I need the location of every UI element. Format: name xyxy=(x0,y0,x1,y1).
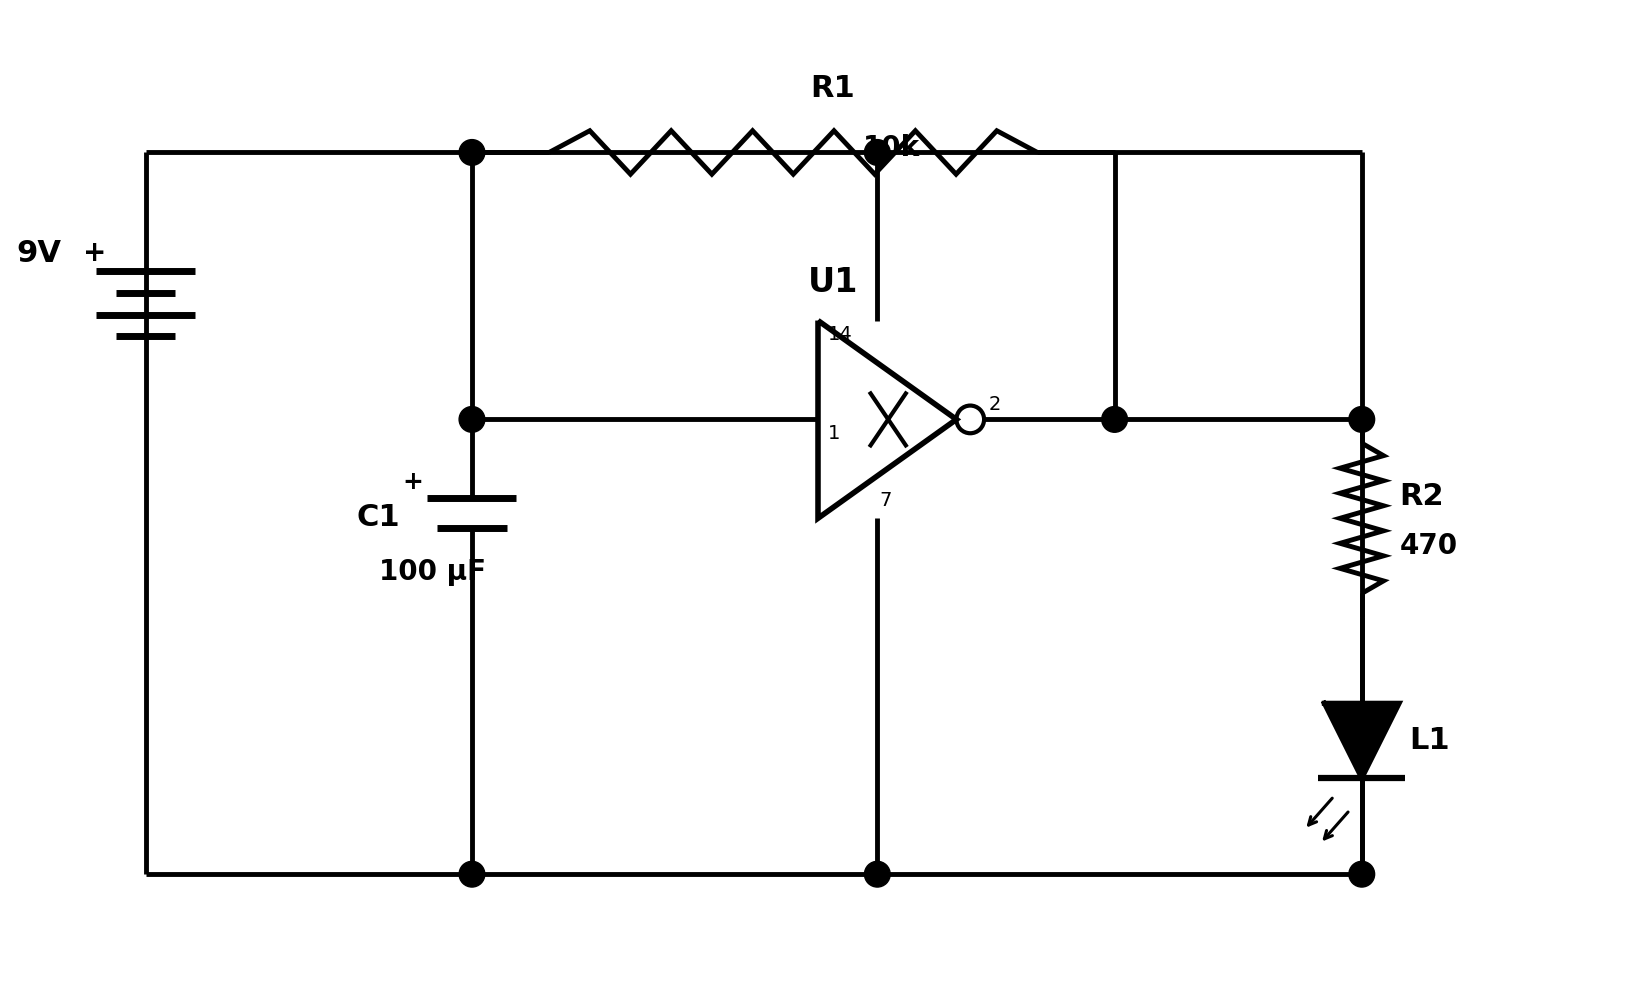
Text: R1: R1 xyxy=(810,74,856,103)
Text: 2: 2 xyxy=(990,396,1001,415)
Text: 470: 470 xyxy=(1399,532,1458,560)
Circle shape xyxy=(460,140,484,166)
Text: C1: C1 xyxy=(357,503,399,532)
Circle shape xyxy=(1350,861,1374,887)
Polygon shape xyxy=(1324,703,1399,779)
Circle shape xyxy=(460,861,484,887)
Circle shape xyxy=(1101,407,1127,433)
Text: L1: L1 xyxy=(1409,726,1449,755)
Circle shape xyxy=(1350,407,1374,433)
Text: 10k: 10k xyxy=(862,134,919,162)
Circle shape xyxy=(864,140,890,166)
Text: +: + xyxy=(82,239,106,267)
Text: U1: U1 xyxy=(808,266,859,299)
Text: 1: 1 xyxy=(828,425,841,444)
Text: 100 μF: 100 μF xyxy=(380,557,486,586)
Text: 9V: 9V xyxy=(16,239,62,268)
Text: 14: 14 xyxy=(828,325,852,345)
Text: R2: R2 xyxy=(1399,482,1445,511)
Circle shape xyxy=(864,861,890,887)
Circle shape xyxy=(460,407,484,433)
Text: +: + xyxy=(402,470,424,494)
Text: 7: 7 xyxy=(879,492,892,510)
